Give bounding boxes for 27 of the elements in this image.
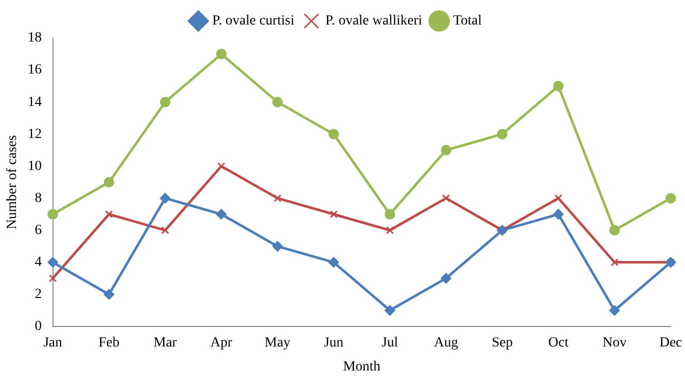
y-tick-label: 8 [34, 190, 42, 206]
x-tick-label: Jun [324, 335, 344, 350]
x-axis-title: Month [343, 359, 380, 374]
x-tick-label: Nov [602, 335, 627, 350]
y-tick-label: 16 [28, 62, 42, 78]
x-tick-label: Sep [492, 335, 513, 350]
x-tick-label: Jul [382, 335, 398, 350]
y-tick-label: 0 [34, 319, 42, 334]
legend-label: P. ovale curtisi [212, 14, 294, 29]
y-tick-label: 10 [28, 158, 42, 174]
legend-label: Total [453, 14, 482, 29]
y-axis-title: Number of cases [5, 135, 20, 230]
legend-label: P. ovale wallikeri [325, 14, 422, 29]
y-tick-label: 14 [28, 94, 42, 110]
x-tick-label: Aug [434, 335, 458, 350]
y-tick-label: 4 [34, 254, 42, 270]
x-tick-label: Feb [98, 335, 120, 350]
x-tick-label: Mar [153, 335, 178, 350]
x-tick-label: Dec [659, 335, 682, 350]
y-tick-label: 6 [34, 222, 42, 238]
x-tick-label: Apr [210, 335, 233, 350]
x-tick-label: Oct [548, 335, 569, 350]
y-tick-label: 12 [28, 126, 42, 142]
x-tick-label: May [264, 335, 290, 350]
x-tick-label: Jan [43, 335, 62, 350]
y-tick-label: 2 [34, 287, 42, 302]
y-tick-label: 18 [28, 30, 42, 46]
